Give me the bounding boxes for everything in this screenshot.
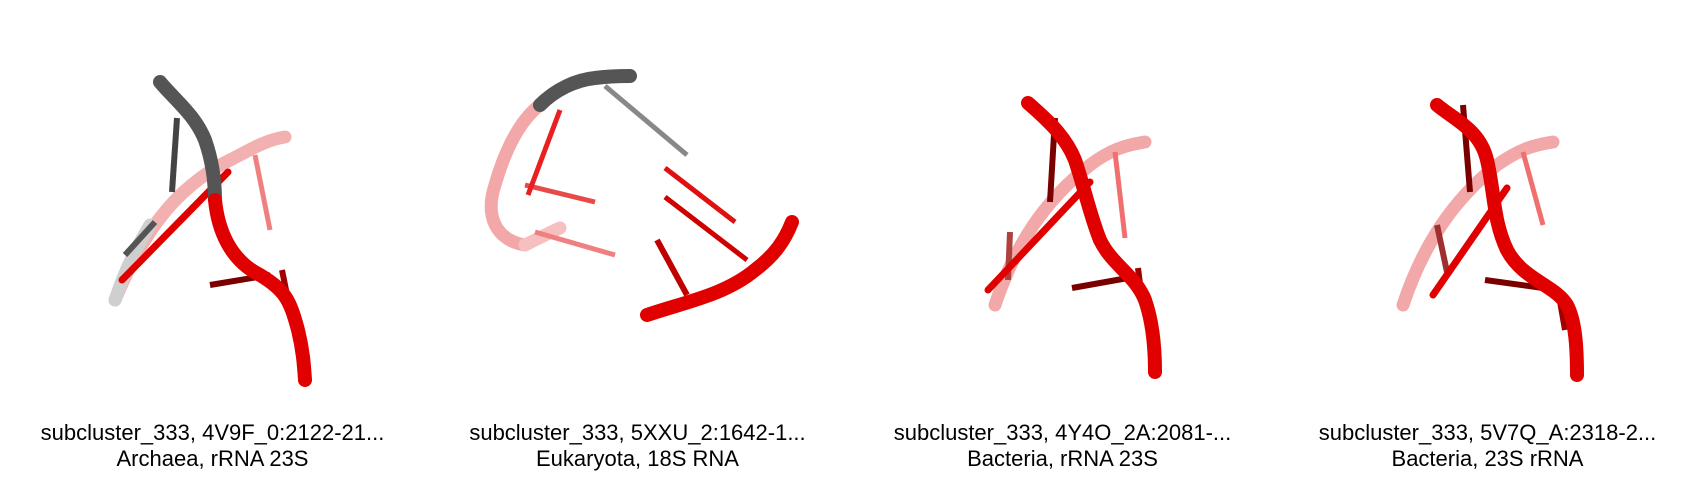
rna-structure-4 bbox=[1396, 98, 1584, 382]
structure-panel-1: subcluster_333, 4V9F_0:2122-21... Archae… bbox=[0, 0, 425, 480]
red-base bbox=[984, 178, 1094, 294]
gray-base bbox=[603, 84, 689, 157]
gray-backbone bbox=[153, 75, 222, 207]
panel-title: subcluster_333, 4Y4O_2A:2081-... bbox=[893, 420, 1232, 445]
panel-caption: subcluster_333, 5XXU_2:1642-1... Eukaryo… bbox=[425, 420, 850, 472]
gray-base bbox=[122, 219, 158, 258]
faded-base bbox=[1520, 151, 1546, 226]
red-base bbox=[525, 109, 563, 196]
structure-panel-3: subcluster_333, 4Y4O_2A:2081-... Bacteri… bbox=[850, 0, 1275, 480]
faded-base bbox=[1112, 151, 1128, 239]
panel-subtitle: Bacteria, rRNA 23S bbox=[967, 446, 1158, 471]
red-base bbox=[663, 166, 737, 224]
dark-base bbox=[1071, 275, 1129, 291]
faded-base bbox=[252, 154, 273, 231]
red-backbone bbox=[208, 193, 312, 387]
faded-base bbox=[524, 182, 596, 205]
panel-title: subcluster_333, 4V9F_0:2122-21... bbox=[40, 420, 385, 445]
gray-backbone bbox=[533, 69, 637, 112]
rna-structure-1 bbox=[108, 75, 312, 387]
faded-backbone bbox=[1396, 135, 1560, 312]
rna-structure-3 bbox=[984, 96, 1162, 379]
dark-base bbox=[1484, 277, 1544, 291]
red-backbone bbox=[1430, 98, 1584, 382]
structure-panel-2: subcluster_333, 5XXU_2:1642-1... Eukaryo… bbox=[425, 0, 850, 480]
red-backbone bbox=[1021, 96, 1162, 379]
panel-subtitle: Bacteria, 23S rRNA bbox=[1391, 446, 1584, 471]
gray-base bbox=[169, 117, 180, 193]
panel-subtitle: Eukaryota, 18S RNA bbox=[536, 446, 739, 471]
structure-panel-4: subcluster_333, 5V7Q_A:2318-2... Bacteri… bbox=[1275, 0, 1700, 480]
panel-caption: subcluster_333, 4V9F_0:2122-21... Archae… bbox=[0, 420, 425, 472]
panel-caption: subcluster_333, 5V7Q_A:2318-2... Bacteri… bbox=[1275, 420, 1700, 472]
red-base bbox=[654, 238, 690, 297]
rna-structure-2 bbox=[484, 69, 799, 322]
panel-subtitle: Archaea, rRNA 23S bbox=[116, 446, 309, 471]
dark-base bbox=[1434, 224, 1450, 273]
faded-backbone bbox=[484, 98, 547, 252]
panel-title: subcluster_333, 5XXU_2:1642-1... bbox=[469, 420, 806, 445]
panel-title: subcluster_333, 5V7Q_A:2318-2... bbox=[1318, 420, 1657, 445]
panel-caption: subcluster_333, 4Y4O_2A:2081-... Bacteri… bbox=[850, 420, 1275, 472]
red-backbone bbox=[640, 215, 799, 322]
faded-base bbox=[534, 229, 616, 258]
red-base bbox=[663, 195, 749, 262]
